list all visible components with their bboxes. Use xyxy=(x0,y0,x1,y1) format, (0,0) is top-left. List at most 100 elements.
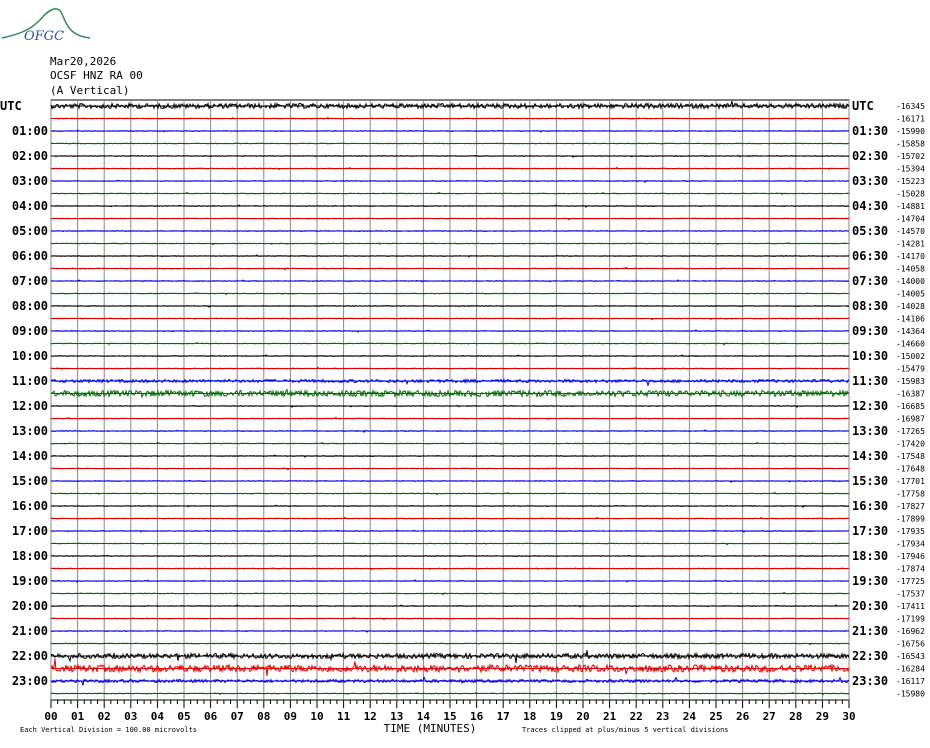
row-value: -14660 xyxy=(896,340,925,349)
left-time-label: 13:00 xyxy=(12,424,48,438)
row-value: -16171 xyxy=(896,115,925,124)
x-tick-label: 07 xyxy=(231,710,244,723)
right-time-label: 16:30 xyxy=(852,499,888,513)
right-time-label: 09:30 xyxy=(852,324,888,338)
x-tick-label: 16 xyxy=(470,710,484,723)
row-value: -16117 xyxy=(896,677,925,686)
row-value: -14000 xyxy=(896,277,925,286)
trace xyxy=(50,642,850,646)
left-time-label: 15:00 xyxy=(12,474,48,488)
x-tick-label: 30 xyxy=(842,710,855,723)
trace xyxy=(50,254,850,258)
row-value: -17934 xyxy=(896,540,925,549)
trace xyxy=(50,479,850,483)
footer-right: Traces clipped at plus/minus 5 vertical … xyxy=(522,726,729,734)
x-tick-label: 12 xyxy=(364,710,377,723)
right-time-label: 18:30 xyxy=(852,549,888,563)
trace xyxy=(50,304,850,308)
logo-text: OFGC xyxy=(24,29,64,44)
right-time-label: 12:30 xyxy=(852,399,888,413)
row-value: -14364 xyxy=(896,327,925,336)
left-time-label: 14:00 xyxy=(12,449,48,463)
trace xyxy=(50,266,850,271)
trace xyxy=(50,591,849,596)
trace xyxy=(51,229,850,233)
left-time-label: 06:00 xyxy=(12,249,48,263)
row-value: -15980 xyxy=(896,690,925,699)
trace xyxy=(50,354,850,358)
trace xyxy=(50,467,850,471)
left-time-label: 18:00 xyxy=(12,549,48,563)
left-time-label: 09:00 xyxy=(12,324,48,338)
x-tick-label: 06 xyxy=(204,710,218,723)
left-time-label: 23:00 xyxy=(12,674,48,688)
trace xyxy=(50,504,850,508)
left-time-label: 05:00 xyxy=(12,224,48,238)
left-time-label: 10:00 xyxy=(12,349,48,363)
row-value: -16756 xyxy=(896,640,925,649)
x-tick-label: 10 xyxy=(310,710,323,723)
trace xyxy=(50,279,850,283)
trace xyxy=(50,579,850,583)
x-tick-label: 25 xyxy=(709,710,722,723)
left-time-label: 08:00 xyxy=(12,299,48,313)
logo: OFGC xyxy=(1,8,91,44)
x-tick-label: 17 xyxy=(497,710,510,723)
x-tick-label: 14 xyxy=(417,710,431,723)
trace xyxy=(50,529,850,533)
trace xyxy=(50,491,850,496)
trace xyxy=(50,154,850,158)
x-tick-label: 01 xyxy=(71,710,85,723)
row-value: -15394 xyxy=(896,165,925,174)
trace xyxy=(51,691,850,696)
x-tick-label: 23 xyxy=(656,710,669,723)
station: OCSF HNZ RA 00 xyxy=(50,69,143,82)
row-value: -15858 xyxy=(896,140,925,149)
row-value: -16284 xyxy=(896,665,925,674)
trace xyxy=(50,441,850,446)
row-value: -14028 xyxy=(896,302,925,311)
trace xyxy=(50,629,850,633)
row-value: -17199 xyxy=(896,615,925,624)
row-value: -17648 xyxy=(896,465,925,474)
trace xyxy=(50,342,850,346)
x-tick-label: 05 xyxy=(177,710,190,723)
row-value: -14881 xyxy=(896,202,925,211)
trace xyxy=(50,329,849,333)
x-tick-label: 02 xyxy=(98,710,111,723)
trace xyxy=(50,554,850,558)
row-value: -17827 xyxy=(896,502,925,511)
trace xyxy=(50,179,850,183)
row-value: -15983 xyxy=(896,377,925,386)
right-time-label: 10:30 xyxy=(852,349,888,363)
row-value: -16345 xyxy=(896,102,925,111)
row-value: -17874 xyxy=(896,565,925,574)
x-tick-label: 22 xyxy=(630,710,643,723)
row-value: -17411 xyxy=(896,602,925,611)
row-value: -14281 xyxy=(896,240,925,249)
right-time-label: 07:30 xyxy=(852,274,888,288)
row-value: -14106 xyxy=(896,315,925,324)
row-value: -17935 xyxy=(896,527,925,536)
row-value: -15990 xyxy=(896,127,925,136)
trace xyxy=(50,100,850,111)
row-value: -16387 xyxy=(896,390,925,399)
trace xyxy=(50,291,850,296)
right-time-label: 19:30 xyxy=(852,574,888,588)
row-value: -16543 xyxy=(896,652,925,661)
trace xyxy=(50,166,850,171)
logo-curve xyxy=(1,8,91,39)
row-value: -17946 xyxy=(896,552,925,561)
x-tick-label: 19 xyxy=(550,710,563,723)
right-time-label: 21:30 xyxy=(852,624,888,638)
trace xyxy=(51,404,850,408)
x-tick-label: 26 xyxy=(736,710,750,723)
row-value: -17420 xyxy=(896,440,925,449)
x-tick-label: 13 xyxy=(390,710,403,723)
trace xyxy=(50,604,850,608)
left-time-label: 21:00 xyxy=(12,624,48,638)
row-value: -16962 xyxy=(896,627,925,636)
left-time-label: 01:00 xyxy=(12,124,48,138)
left-time-label: 22:00 xyxy=(12,649,48,663)
